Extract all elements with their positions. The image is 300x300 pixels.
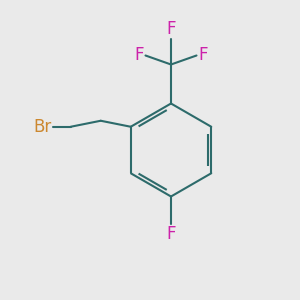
Text: F: F [198, 46, 208, 64]
Text: Br: Br [33, 118, 51, 136]
Text: F: F [166, 225, 176, 243]
Text: F: F [166, 20, 176, 38]
Text: F: F [134, 46, 144, 64]
